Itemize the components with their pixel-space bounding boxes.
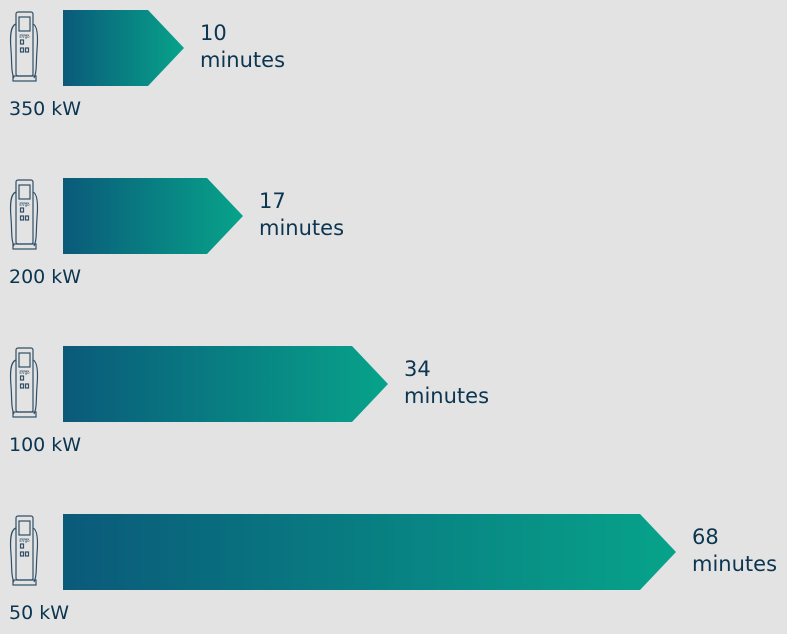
duration-value: 68 xyxy=(692,525,719,549)
duration-bar xyxy=(63,10,184,86)
duration-unit: minutes xyxy=(259,216,345,240)
chart-row: EVgo 200 kW 17 minutes xyxy=(0,178,787,298)
duration-label: 34 minutes xyxy=(404,356,489,410)
power-label: 50 kW xyxy=(9,602,70,624)
duration-bar xyxy=(63,346,388,422)
duration-unit: minutes xyxy=(200,48,286,72)
chart-row: EVgo 50 kW 68 minutes xyxy=(0,514,787,634)
duration-label: 10 minutes xyxy=(200,20,285,74)
ev-charger-icon: EVgo xyxy=(9,11,39,82)
duration-label: 68 minutes xyxy=(692,524,777,578)
duration-unit: minutes xyxy=(404,384,490,408)
duration-bar-shape xyxy=(63,178,243,254)
ev-charger-icon: EVgo xyxy=(9,347,39,418)
duration-unit: minutes xyxy=(692,552,778,576)
duration-value: 10 xyxy=(200,21,227,45)
duration-bar-shape xyxy=(63,10,184,86)
duration-bar-shape xyxy=(63,346,388,422)
svg-text:EVgo: EVgo xyxy=(19,202,30,207)
chart-row: EVgo 100 kW 34 minutes xyxy=(0,346,787,466)
duration-bar xyxy=(63,178,243,254)
power-label: 100 kW xyxy=(9,434,82,456)
svg-text:EVgo: EVgo xyxy=(19,370,30,375)
ev-charger-icon: EVgo xyxy=(9,515,39,586)
chart-row: EVgo 350 kW 10 minutes xyxy=(0,10,787,130)
power-label: 200 kW xyxy=(9,266,82,288)
svg-text:EVgo: EVgo xyxy=(19,538,30,543)
duration-value: 34 xyxy=(404,357,431,381)
ev-charger-icon: EVgo xyxy=(9,179,39,250)
duration-bar xyxy=(63,514,676,590)
duration-bar-shape xyxy=(63,514,676,590)
duration-value: 17 xyxy=(259,189,286,213)
svg-text:EVgo: EVgo xyxy=(19,34,30,39)
duration-label: 17 minutes xyxy=(259,188,344,242)
power-label: 350 kW xyxy=(9,98,82,120)
